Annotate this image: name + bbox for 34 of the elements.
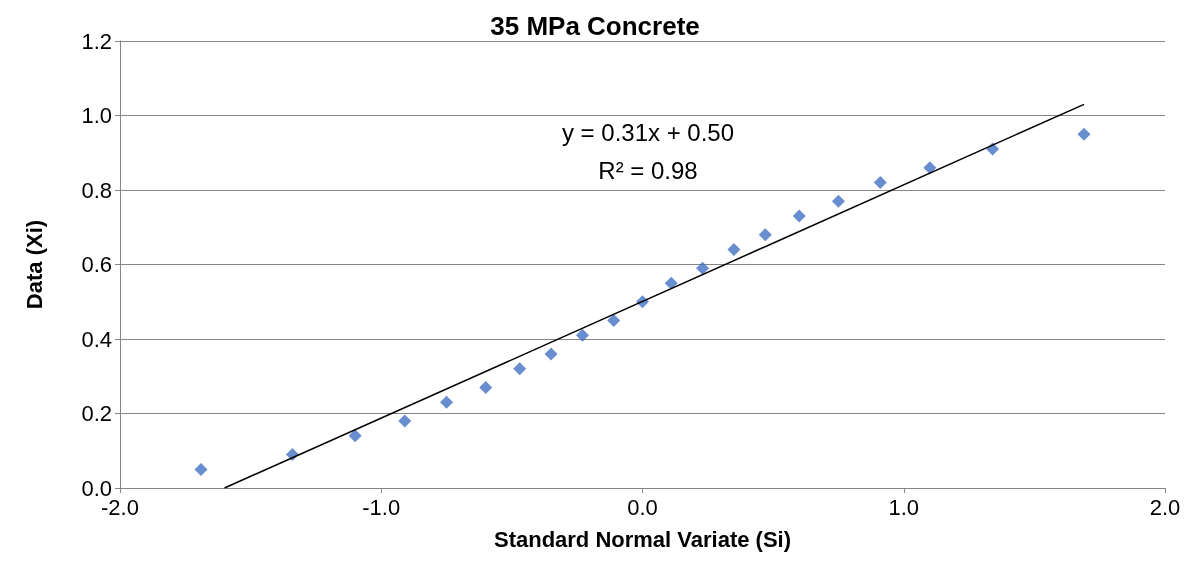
point [831,194,845,208]
point [696,261,710,275]
point [348,429,362,443]
y-tick-label: 1.2 [81,28,112,54]
x-tick-label: 2.0 [1149,494,1181,520]
chart-title: 35 MPa Concrete [490,11,700,41]
y-tick-label: 1.0 [81,103,112,128]
y-tick-label: 0.4 [81,326,112,352]
point [923,161,937,175]
point [440,395,454,409]
x-tick-label: 0.0 [627,494,658,520]
point [575,328,589,342]
point [664,276,678,290]
point [398,414,412,428]
annotation: y = 0.31x + 0.50 [561,118,735,146]
x-tick-label: 1.0 [888,494,920,520]
point [758,228,772,242]
point [792,209,806,223]
point [513,362,527,376]
point [544,347,558,361]
point [1077,127,1091,141]
point [873,176,887,190]
y-axis-title: Data (Xi) [21,219,47,310]
x-tick-label: -1.0 [362,494,401,520]
y-tick-label: 0.6 [81,252,112,277]
y-tick-label: 0.2 [81,401,112,426]
point [479,380,493,394]
annotation: R² = 0.98 [598,156,698,184]
y-tick-label: 0.8 [81,177,112,203]
point [607,313,621,327]
x-axis-title: Standard Normal Variate (Si) [493,526,792,552]
y-tick-label: 0.0 [81,475,112,501]
point [194,462,208,476]
point [727,243,741,257]
